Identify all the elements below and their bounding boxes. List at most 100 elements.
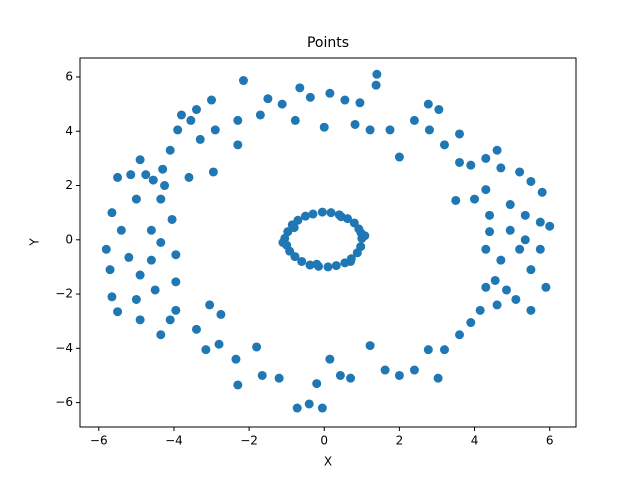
point: [466, 318, 476, 328]
point: [451, 195, 461, 205]
point: [171, 250, 181, 260]
points: [101, 69, 555, 413]
point: [105, 265, 115, 275]
y-tick-label: −4: [55, 341, 73, 355]
point: [455, 157, 465, 167]
point: [466, 160, 476, 170]
point: [325, 354, 335, 364]
point: [165, 315, 175, 325]
point: [485, 210, 495, 220]
point: [290, 115, 300, 125]
point: [455, 330, 465, 340]
point: [492, 300, 502, 310]
point: [511, 294, 521, 304]
point: [160, 181, 170, 191]
point: [171, 305, 181, 315]
point: [292, 403, 302, 413]
point: [146, 225, 156, 235]
point: [355, 98, 365, 108]
point: [156, 238, 166, 247]
point: [423, 345, 433, 355]
point: [231, 354, 241, 364]
point: [124, 252, 134, 262]
point: [356, 242, 366, 252]
y-axis-label: Y: [28, 238, 42, 247]
point: [326, 208, 336, 218]
point: [346, 256, 356, 266]
point: [156, 330, 166, 340]
point: [171, 277, 181, 287]
point: [131, 294, 141, 304]
point: [290, 252, 300, 262]
point: [113, 172, 123, 182]
point: [365, 341, 375, 351]
point: [107, 208, 117, 218]
point: [113, 307, 123, 317]
point: [252, 342, 262, 352]
point: [297, 256, 307, 266]
point: [135, 270, 145, 280]
point: [116, 225, 126, 235]
point: [433, 373, 443, 383]
point: [233, 115, 243, 125]
point: [492, 145, 502, 155]
point: [308, 209, 318, 219]
y-tick-label: −6: [55, 395, 73, 409]
point: [439, 140, 449, 150]
point: [305, 260, 315, 270]
point: [380, 365, 390, 375]
x-tick-label: −2: [240, 434, 258, 448]
point: [545, 221, 555, 231]
point: [201, 345, 211, 355]
point: [289, 223, 299, 233]
point: [176, 110, 186, 120]
point: [319, 122, 329, 132]
point: [312, 259, 322, 269]
x-axis-label: X: [324, 455, 332, 469]
point: [424, 125, 434, 135]
y-tick-label: 4: [65, 124, 73, 138]
point: [526, 265, 536, 275]
point: [208, 167, 218, 177]
point: [394, 370, 404, 380]
point: [323, 262, 333, 272]
point: [135, 315, 145, 325]
y-tick-label: 2: [65, 178, 73, 192]
x-tick-label: 4: [471, 434, 479, 448]
point: [257, 370, 267, 380]
plot-frame: [79, 57, 577, 428]
point: [526, 305, 536, 315]
point: [434, 105, 444, 115]
point: [295, 83, 305, 93]
point: [317, 403, 327, 413]
point: [148, 175, 158, 185]
point: [336, 212, 346, 222]
point: [156, 194, 166, 204]
point: [101, 244, 111, 254]
point: [191, 324, 201, 334]
point: [505, 225, 515, 235]
point: [349, 218, 359, 228]
point: [490, 275, 500, 285]
point: [107, 292, 117, 302]
point: [481, 244, 491, 254]
point: [207, 95, 217, 105]
point: [167, 214, 177, 224]
point: [277, 99, 287, 109]
point: [423, 99, 433, 109]
point: [300, 211, 310, 221]
point: [535, 244, 545, 254]
x-tick-label: 2: [396, 434, 404, 448]
point: [173, 125, 183, 135]
point: [335, 370, 345, 380]
point: [475, 305, 485, 315]
point: [165, 145, 175, 155]
point: [340, 95, 350, 105]
point: [141, 170, 151, 180]
point: [409, 115, 419, 125]
point: [360, 231, 370, 241]
point: [481, 185, 491, 195]
point: [496, 163, 506, 173]
point: [135, 155, 145, 165]
point: [325, 88, 335, 98]
